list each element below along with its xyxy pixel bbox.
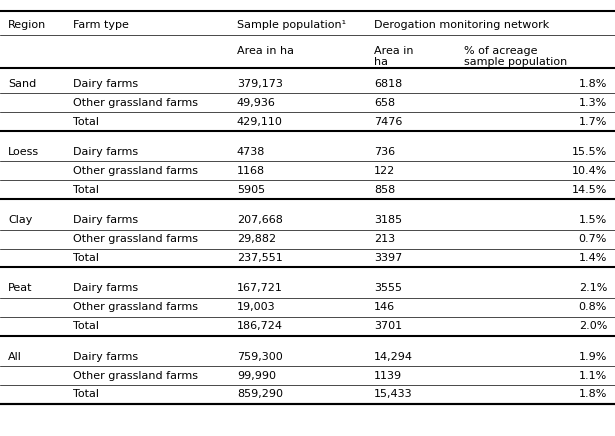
Text: 859,290: 859,290 [237,389,283,399]
Text: 7476: 7476 [374,116,402,126]
Text: 14.5%: 14.5% [571,185,607,195]
Text: 858: 858 [374,185,395,195]
Text: Other grassland farms: Other grassland farms [73,302,197,312]
Text: Loess: Loess [8,147,39,157]
Text: Clay: Clay [8,215,33,225]
Text: Total: Total [73,116,98,126]
Text: 1.8%: 1.8% [579,389,607,399]
Text: 1.9%: 1.9% [579,351,607,361]
Text: Farm type: Farm type [73,20,129,30]
Text: Total: Total [73,389,98,399]
Text: 3701: 3701 [374,321,402,331]
Text: All: All [8,351,22,361]
Text: 99,990: 99,990 [237,371,276,381]
Text: 14,294: 14,294 [374,351,413,361]
Text: 49,936: 49,936 [237,98,276,108]
Text: 1.5%: 1.5% [579,215,607,225]
Text: Dairy farms: Dairy farms [73,283,138,293]
Text: 167,721: 167,721 [237,283,283,293]
Text: 1.8%: 1.8% [579,78,607,89]
Text: 4738: 4738 [237,147,265,157]
Text: 736: 736 [374,147,395,157]
Text: Area in
ha: Area in ha [374,46,413,68]
Text: Dairy farms: Dairy farms [73,351,138,361]
Text: 1139: 1139 [374,371,402,381]
Text: 15.5%: 15.5% [572,147,607,157]
Text: 237,551: 237,551 [237,253,282,263]
Text: 1.1%: 1.1% [579,371,607,381]
Text: 1168: 1168 [237,166,265,176]
Text: Derogation monitoring network: Derogation monitoring network [374,20,549,30]
Text: 3185: 3185 [374,215,402,225]
Text: Total: Total [73,321,98,331]
Text: Other grassland farms: Other grassland farms [73,166,197,176]
Text: Dairy farms: Dairy farms [73,147,138,157]
Text: 658: 658 [374,98,395,108]
Text: 207,668: 207,668 [237,215,283,225]
Text: 29,882: 29,882 [237,234,276,244]
Text: 3555: 3555 [374,283,402,293]
Text: % of acreage
sample population: % of acreage sample population [464,46,568,68]
Text: 0.7%: 0.7% [579,234,607,244]
Text: Dairy farms: Dairy farms [73,215,138,225]
Text: Sample population¹: Sample population¹ [237,20,346,30]
Text: 429,110: 429,110 [237,116,283,126]
Text: Other grassland farms: Other grassland farms [73,234,197,244]
Text: Total: Total [73,253,98,263]
Text: 19,003: 19,003 [237,302,276,312]
Text: 6818: 6818 [374,78,402,89]
Text: Other grassland farms: Other grassland farms [73,98,197,108]
Text: Peat: Peat [8,283,33,293]
Text: 2.0%: 2.0% [579,321,607,331]
Text: 10.4%: 10.4% [571,166,607,176]
Text: 122: 122 [374,166,395,176]
Text: 1.7%: 1.7% [579,116,607,126]
Text: 5905: 5905 [237,185,265,195]
Text: 186,724: 186,724 [237,321,283,331]
Text: 1.3%: 1.3% [579,98,607,108]
Text: Dairy farms: Dairy farms [73,78,138,89]
Text: 15,433: 15,433 [374,389,413,399]
Text: Region: Region [8,20,46,30]
Text: 213: 213 [374,234,395,244]
Text: 2.1%: 2.1% [579,283,607,293]
Text: 379,173: 379,173 [237,78,283,89]
Text: Total: Total [73,185,98,195]
Text: 1.4%: 1.4% [579,253,607,263]
Text: Sand: Sand [8,78,36,89]
Text: 3397: 3397 [374,253,402,263]
Text: Area in ha: Area in ha [237,46,294,56]
Text: 759,300: 759,300 [237,351,282,361]
Text: Other grassland farms: Other grassland farms [73,371,197,381]
Text: 146: 146 [374,302,395,312]
Text: 0.8%: 0.8% [579,302,607,312]
